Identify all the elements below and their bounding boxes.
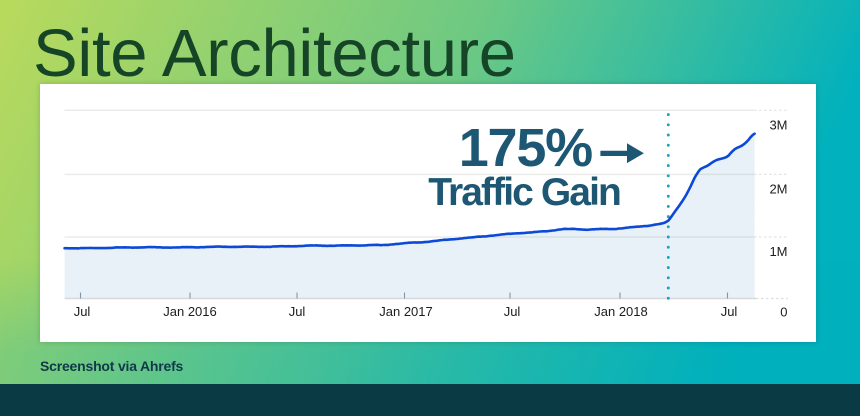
svg-text:0: 0	[780, 304, 787, 319]
svg-text:Jan 2017: Jan 2017	[379, 304, 433, 319]
svg-text:Jul: Jul	[721, 304, 738, 319]
svg-text:3M: 3M	[769, 117, 787, 132]
svg-text:Jul: Jul	[504, 304, 521, 319]
svg-text:Jul: Jul	[289, 304, 306, 319]
svg-text:2M: 2M	[769, 182, 787, 197]
svg-text:Jul: Jul	[74, 304, 91, 319]
svg-text:1M: 1M	[769, 244, 787, 259]
svg-text:Jan 2018: Jan 2018	[594, 304, 648, 319]
svg-text:Jan 2016: Jan 2016	[163, 304, 217, 319]
